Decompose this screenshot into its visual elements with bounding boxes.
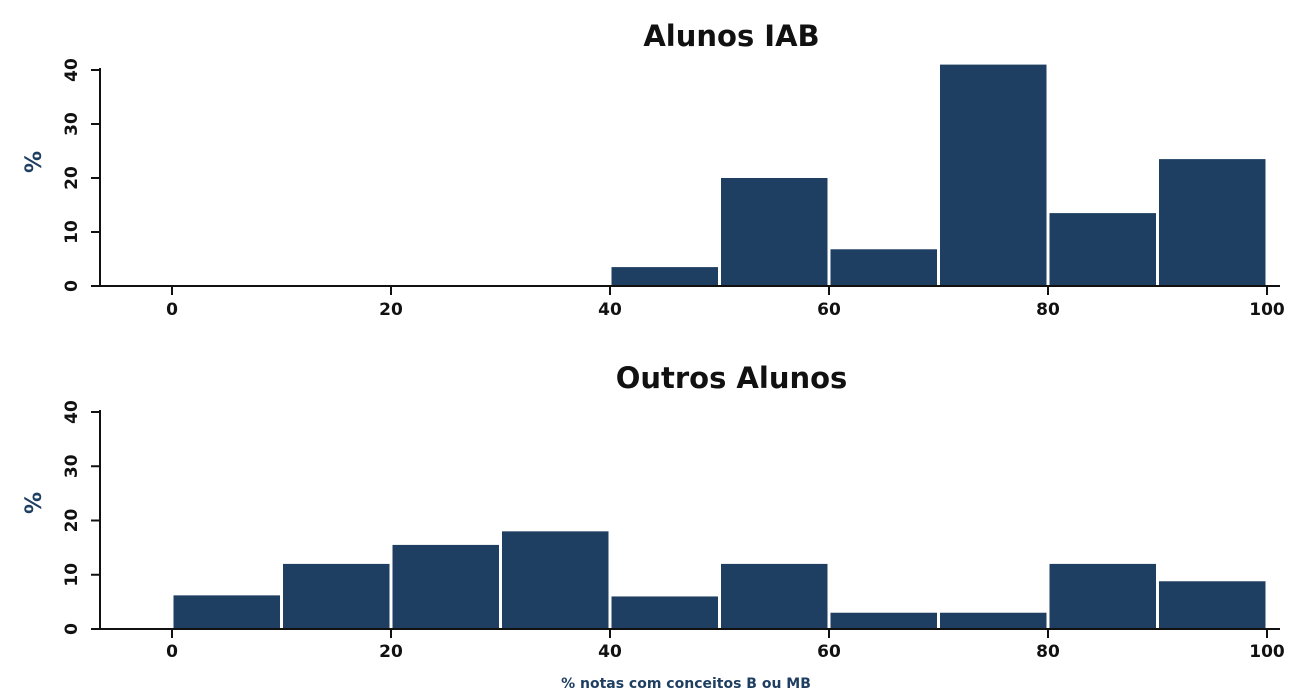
histogram-bar	[940, 612, 1047, 629]
y-tick-label: 30	[62, 454, 82, 478]
histogram-bar	[1159, 159, 1266, 286]
y-tick-label: 20	[62, 509, 82, 533]
x-axis-label: % notas com conceitos B ou MB	[561, 676, 811, 692]
histogram-bar	[830, 249, 937, 286]
chart-title: Outros Alunos	[616, 361, 848, 395]
histogram-bar	[502, 531, 609, 629]
x-tick-label: 20	[379, 642, 403, 662]
x-tick-label: 0	[166, 642, 178, 662]
x-tick-label: 80	[1036, 642, 1060, 662]
y-axis-label: %	[22, 151, 47, 173]
histogram-bar	[1049, 563, 1156, 629]
histogram-bar	[392, 544, 499, 629]
x-tick-label: 100	[1249, 300, 1285, 320]
x-tick-label: 80	[1036, 300, 1060, 320]
y-tick-label: 30	[62, 112, 82, 136]
histogram-bar	[173, 595, 280, 629]
chart-panel-1: Alunos IAB 0 10 20 30 40 0 20 40 60 80 100%	[22, 19, 1285, 320]
x-tick-label: 20	[379, 300, 403, 320]
y-tick-label: 20	[62, 166, 82, 190]
histogram-bar	[721, 563, 828, 629]
histogram-bar	[721, 178, 828, 286]
x-tick-label: 0	[166, 300, 178, 320]
y-tick-label: 40	[62, 400, 82, 424]
histogram-bar	[283, 563, 390, 629]
x-tick-label: 60	[817, 642, 841, 662]
y-tick-label: 0	[62, 280, 82, 292]
chart-title: Alunos IAB	[643, 19, 819, 53]
histogram-bar	[611, 267, 718, 286]
histogram-bar	[1159, 581, 1266, 629]
x-tick-label: 40	[598, 642, 622, 662]
y-tick-label: 10	[62, 220, 82, 244]
chart-panel-2: Outros Alunos 0 10 20 30 40 0 20 40 60 80 100% % not…	[22, 361, 1285, 692]
histogram-bar	[1049, 213, 1156, 286]
y-axis-label: %	[22, 492, 47, 514]
y-tick-label: 40	[62, 58, 82, 82]
x-tick-label: 60	[817, 300, 841, 320]
x-tick-label: 100	[1249, 642, 1285, 662]
y-tick-label: 0	[62, 623, 82, 635]
x-tick-label: 40	[598, 300, 622, 320]
histogram-bar	[830, 612, 937, 629]
y-tick-label: 10	[62, 563, 82, 587]
histogram-bar	[611, 596, 718, 629]
histogram-bar	[940, 64, 1047, 286]
